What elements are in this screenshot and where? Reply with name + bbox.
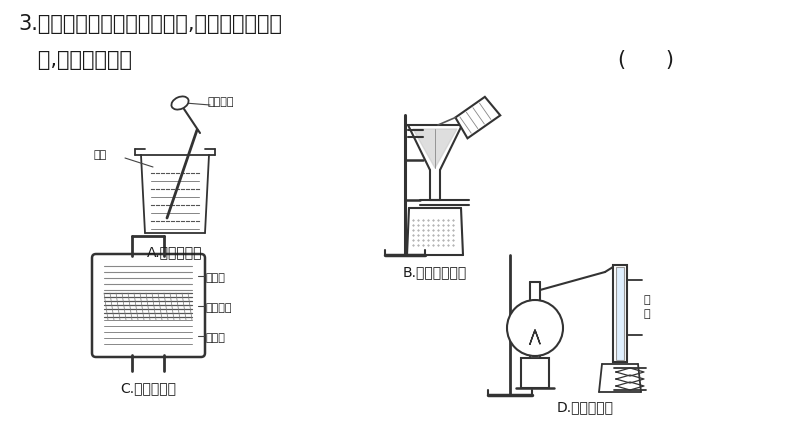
Bar <box>521 358 549 388</box>
Circle shape <box>507 300 563 356</box>
FancyBboxPatch shape <box>92 254 205 357</box>
Text: 入水口: 入水口 <box>205 273 225 283</box>
Text: 3.某同学在进行水的净化实验,部分操作如图所: 3.某同学在进行水的净化实验,部分操作如图所 <box>18 14 282 34</box>
Polygon shape <box>413 129 457 168</box>
Text: C.活性炭吸附: C.活性炭吸附 <box>120 381 176 395</box>
Bar <box>616 267 624 360</box>
Text: 水: 水 <box>643 309 649 319</box>
Bar <box>613 265 627 362</box>
Text: (      ): ( ) <box>618 50 674 70</box>
Text: B.过滤水中杂质: B.过滤水中杂质 <box>403 265 467 279</box>
Text: A.加明矾沉降: A.加明矾沉降 <box>147 245 202 259</box>
Text: 明矾: 明矾 <box>93 150 106 160</box>
Text: 胶头滴管: 胶头滴管 <box>207 97 233 107</box>
Text: 冷: 冷 <box>643 295 649 305</box>
Bar <box>104 293 193 320</box>
Text: 示,其中正确的是: 示,其中正确的是 <box>18 50 132 70</box>
Text: 活性炭层: 活性炭层 <box>205 303 232 313</box>
Text: 出水口: 出水口 <box>205 333 225 343</box>
Polygon shape <box>456 97 500 138</box>
Text: D.制取蒸馏水: D.制取蒸馏水 <box>557 400 614 414</box>
Polygon shape <box>530 330 540 344</box>
Ellipse shape <box>172 97 189 110</box>
Bar <box>530 350 540 358</box>
